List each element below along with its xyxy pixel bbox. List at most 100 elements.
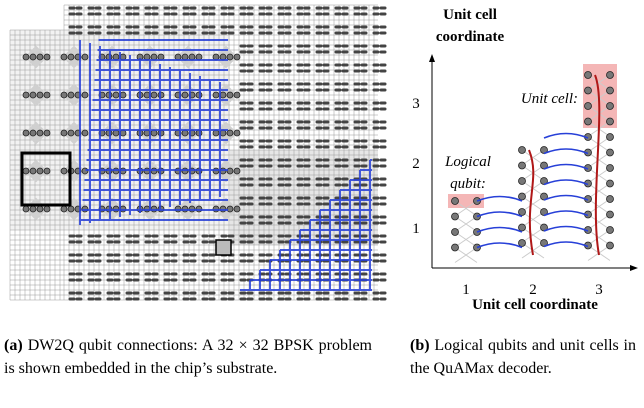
- qubit: [82, 54, 88, 60]
- y-axis-title: coordinate: [436, 29, 505, 45]
- qubit: [227, 92, 233, 98]
- qubit: [607, 118, 614, 125]
- qubit: [607, 180, 614, 187]
- qubit: [37, 130, 43, 136]
- connection: [544, 165, 588, 170]
- qubit: [44, 130, 50, 136]
- y-tick-label: 1: [412, 221, 420, 237]
- qubit: [61, 92, 67, 98]
- qubit: [234, 206, 240, 212]
- qubit: [44, 168, 50, 174]
- qubit: [607, 211, 614, 218]
- qubit: [519, 209, 526, 216]
- qubit: [182, 92, 188, 98]
- logical-qubit-label: qubit:: [450, 176, 486, 192]
- caption-text: DW2Q qubit connections: A 32 × 32 BPSK p…: [4, 337, 372, 377]
- coupler-x: [588, 199, 610, 214]
- qubit: [37, 92, 43, 98]
- figure-art: Unit cell coordinate Unit cell coordinat…: [0, 0, 644, 330]
- connection: [477, 243, 522, 248]
- x-tick-label: 3: [595, 282, 603, 298]
- qubit: [23, 168, 29, 174]
- chain: [529, 150, 533, 255]
- qubit: [607, 134, 614, 141]
- qubit: [234, 168, 240, 174]
- connection: [477, 228, 522, 233]
- chip-embedding: [10, 5, 385, 300]
- qubit: [234, 54, 240, 60]
- coupler-x: [588, 184, 610, 199]
- coupler-x: [588, 153, 610, 168]
- qubit: [30, 206, 36, 212]
- qubit: [607, 87, 614, 94]
- qubit: [234, 130, 240, 136]
- qubit: [23, 92, 29, 98]
- qubit: [23, 54, 29, 60]
- coupler-x: [455, 232, 477, 247]
- unit-cell-label: Unit cell:: [521, 91, 578, 107]
- qubit: [519, 240, 526, 247]
- qubit: [585, 87, 592, 94]
- qubit: [113, 92, 119, 98]
- coupler-x: [522, 212, 544, 227]
- qubit: [44, 92, 50, 98]
- y-tick-label: 3: [412, 96, 420, 112]
- qubit: [30, 54, 36, 60]
- connection: [477, 212, 522, 217]
- qubit: [607, 196, 614, 203]
- decoder-diagram: Unit cell coordinate Unit cell coordinat…: [412, 7, 638, 313]
- qubit: [68, 206, 74, 212]
- qubit: [519, 178, 526, 185]
- caption-b: (b) Logical qubits and unit cells in the…: [410, 334, 636, 380]
- qubit: [23, 206, 29, 212]
- qubit: [519, 162, 526, 169]
- x-axis-title: Unit cell coordinate: [472, 297, 598, 313]
- qubit: [82, 130, 88, 136]
- qubit: [519, 224, 526, 231]
- coupler-x: [455, 217, 477, 232]
- qubit: [37, 206, 43, 212]
- qubit: [452, 198, 459, 205]
- x-tick-label: 1: [462, 282, 470, 298]
- qubit: [68, 92, 74, 98]
- qubit: [519, 147, 526, 154]
- y-axis-title: Unit cell: [443, 7, 497, 23]
- coupler-x: [522, 228, 544, 243]
- qubit: [68, 130, 74, 136]
- qubit: [607, 103, 614, 110]
- coupler-x: [588, 168, 610, 183]
- qubit: [30, 92, 36, 98]
- qubit: [44, 54, 50, 60]
- qubit: [61, 206, 67, 212]
- logical-qubit-label: Logical: [444, 154, 491, 170]
- coupler-x: [588, 230, 610, 245]
- qubit: [607, 165, 614, 172]
- figure: Unit cell coordinate Unit cell coordinat…: [0, 0, 644, 408]
- caption-label: (a): [4, 337, 23, 354]
- qubit: [151, 92, 157, 98]
- caption-label: (b): [410, 337, 430, 354]
- y-tick-label: 2: [412, 156, 420, 172]
- coupler-x: [455, 248, 477, 263]
- qubit: [213, 92, 219, 98]
- x-tick-label: 2: [529, 282, 537, 298]
- qubit: [607, 227, 614, 234]
- connection: [544, 211, 588, 216]
- qubit: [607, 149, 614, 156]
- qubit: [585, 118, 592, 125]
- y-arrow: [429, 54, 435, 62]
- zoom-source: [216, 240, 231, 255]
- caption-a: (a) DW2Q qubit connections: A 32 × 32 BP…: [4, 334, 372, 380]
- qubit: [82, 92, 88, 98]
- x-arrow: [630, 265, 638, 271]
- qubit: [234, 92, 240, 98]
- qubit: [61, 54, 67, 60]
- qubit: [585, 103, 592, 110]
- connection: [544, 196, 588, 201]
- qubit: [30, 168, 36, 174]
- qubit: [61, 130, 67, 136]
- qubit: [23, 130, 29, 136]
- qubit: [44, 206, 50, 212]
- qubit: [519, 193, 526, 200]
- coupler-x: [588, 215, 610, 230]
